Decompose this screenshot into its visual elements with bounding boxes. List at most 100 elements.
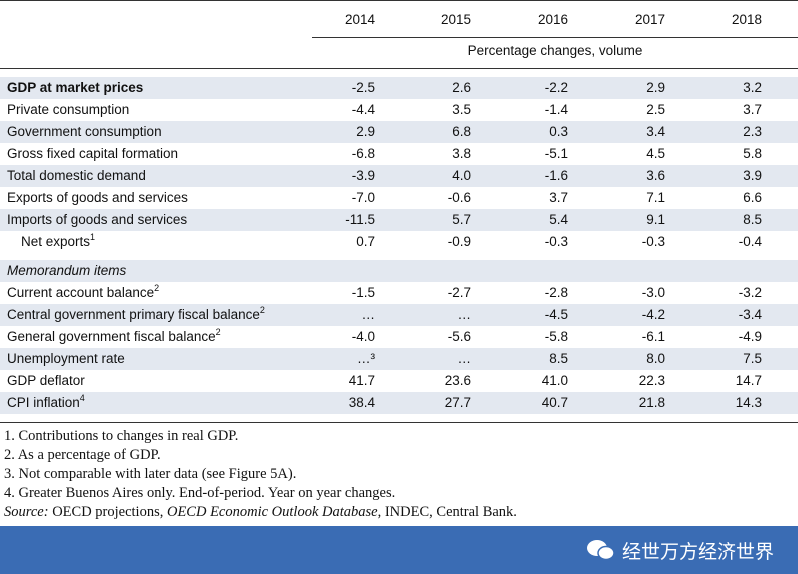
- cell: 7.5: [743, 351, 762, 366]
- cell: -11.5: [345, 212, 375, 227]
- label-text: Unemployment rate: [7, 351, 125, 366]
- footnote: 1. Contributions to changes in real GDP.: [4, 428, 239, 444]
- row-label: GDP deflator: [7, 370, 85, 392]
- cell: …: [457, 351, 472, 366]
- cell: 14.7: [735, 373, 762, 388]
- cell: 5.4: [549, 212, 568, 227]
- cell: -2.2: [544, 80, 568, 95]
- footnote: 2. As a percentage of GDP.: [4, 447, 161, 463]
- year-header: 2018: [731, 12, 762, 27]
- cell: 3.6: [646, 168, 665, 183]
- cell: 4.0: [452, 168, 471, 183]
- source: Source: OECD projections, OECD Economic …: [4, 504, 517, 521]
- cell: -1.6: [544, 168, 568, 183]
- row-label: Central government primary fiscal balanc…: [7, 304, 265, 326]
- table-row: Imports of goods and services -11.5 5.7 5.4…: [0, 209, 798, 231]
- label-text: Central government primary fiscal balanc…: [7, 307, 260, 322]
- cell: 8.5: [549, 351, 568, 366]
- footnote: 4. Greater Buenos Aires only. End-of-per…: [4, 485, 396, 501]
- cell: 3.7: [549, 190, 568, 205]
- cell: 3.9: [743, 168, 762, 183]
- cell: 23.6: [444, 373, 471, 388]
- memo-title: Memorandum items: [7, 263, 127, 278]
- cell: 2.5: [646, 102, 665, 117]
- footnote-ref: 4: [79, 393, 85, 403]
- cell: -3.9: [351, 168, 375, 183]
- cell: 5.7: [452, 212, 471, 227]
- subheader: Percentage changes, volume: [467, 43, 643, 58]
- cell: -6.1: [641, 329, 665, 344]
- table-row: Central government primary fiscal balanc…: [0, 304, 798, 326]
- table-row: Net exports1 0.7 -0.9 -0.3 -0.3 -0.4: [0, 231, 798, 253]
- cell: -2.8: [544, 285, 568, 300]
- cell: -3.2: [738, 285, 762, 300]
- cell: 0.3: [549, 124, 568, 139]
- cell: -1.4: [544, 102, 568, 117]
- rule: [0, 0, 798, 1]
- memo-row: Memorandum items: [0, 260, 798, 282]
- label-text: Current account balance: [7, 285, 155, 300]
- table-row: Total domestic demand -3.9 4.0 -1.6 3.6 3.9: [0, 165, 798, 187]
- label-text: Private consumption: [7, 102, 130, 117]
- row-label: GDP at market prices: [7, 77, 143, 99]
- cell: 8.0: [646, 351, 665, 366]
- source-label: Source:: [4, 504, 49, 520]
- cell: -6.8: [351, 146, 375, 161]
- cell: 38.4: [348, 395, 375, 410]
- cell: -1.5: [351, 285, 375, 300]
- footnote: 3. Not comparable with later data (see F…: [4, 466, 297, 482]
- cell: …: [457, 307, 472, 322]
- table-row: Gross fixed capital formation -6.8 3.8 -5.1…: [0, 143, 798, 165]
- label-text: Exports of goods and services: [7, 190, 188, 205]
- rule: [312, 37, 798, 38]
- source-text: OECD Economic Outlook Database: [166, 504, 378, 520]
- cell: 27.7: [444, 395, 471, 410]
- row-label: Unemployment rate: [7, 348, 125, 370]
- cell: 4.5: [646, 146, 665, 161]
- footer-band: 经世万方经济世界: [0, 526, 798, 574]
- cell: -4.5: [544, 307, 568, 322]
- footnote-ref: 2: [154, 283, 160, 293]
- cell: 0.7: [356, 234, 375, 249]
- label-text: Imports of goods and services: [7, 212, 188, 227]
- cell: -0.6: [447, 190, 471, 205]
- cell: -4.9: [738, 329, 762, 344]
- table-row: CPI inflation4 38.4 27.7 40.7 21.8 14.3: [0, 392, 798, 414]
- cell: 21.8: [638, 395, 665, 410]
- label-text: Government consumption: [7, 124, 162, 139]
- cell: -7.0: [351, 190, 375, 205]
- row-label: Current account balance2: [7, 282, 159, 304]
- label-text: General government fiscal balance: [7, 329, 216, 344]
- row-label: Government consumption: [7, 121, 162, 143]
- rule: [0, 422, 798, 423]
- row-label: Imports of goods and services: [7, 209, 187, 231]
- row-label: Net exports1: [21, 231, 95, 253]
- cell: -4.4: [351, 102, 375, 117]
- row-label: Gross fixed capital formation: [7, 143, 178, 165]
- cell: -2.7: [447, 285, 471, 300]
- cell: 3.2: [743, 80, 762, 95]
- cell: -3.0: [641, 285, 665, 300]
- watermark: 经世万方经济世界: [622, 541, 775, 563]
- cell: 3.7: [743, 102, 762, 117]
- label-text: Total domestic demand: [7, 168, 146, 183]
- cell: -4.2: [641, 307, 665, 322]
- row-label: General government fiscal balance2: [7, 326, 221, 348]
- cell: -5.1: [544, 146, 568, 161]
- table-row: General government fiscal balance2 -4.0 -5…: [0, 326, 798, 348]
- row-label: Exports of goods and services: [7, 187, 188, 209]
- footnote-ref: 2: [215, 327, 221, 337]
- cell: -0.9: [447, 234, 471, 249]
- table-row: Unemployment rate …³ … 8.5 8.0 7.5: [0, 348, 798, 370]
- label-text: CPI inflation: [7, 395, 80, 410]
- rule: [0, 68, 798, 69]
- row-label: Private consumption: [7, 99, 129, 121]
- table-row: Current account balance2 -1.5 -2.7 -2.8 -3.0…: [0, 282, 798, 304]
- cell: 2.9: [646, 80, 665, 95]
- cell: …³: [357, 351, 375, 366]
- cell: 6.6: [743, 190, 762, 205]
- row-label: CPI inflation4: [7, 392, 85, 414]
- table-row: Exports of goods and services -7.0 -0.6 3.7…: [0, 187, 798, 209]
- year-header: 2015: [440, 12, 471, 27]
